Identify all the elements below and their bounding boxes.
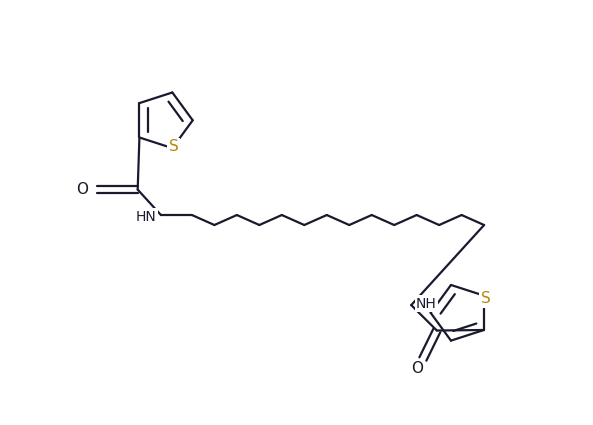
Text: NH: NH xyxy=(416,297,436,311)
Text: O: O xyxy=(76,182,88,197)
Text: O: O xyxy=(411,361,423,376)
Text: HN: HN xyxy=(136,210,157,224)
Text: S: S xyxy=(480,291,490,306)
Text: S: S xyxy=(169,139,178,154)
